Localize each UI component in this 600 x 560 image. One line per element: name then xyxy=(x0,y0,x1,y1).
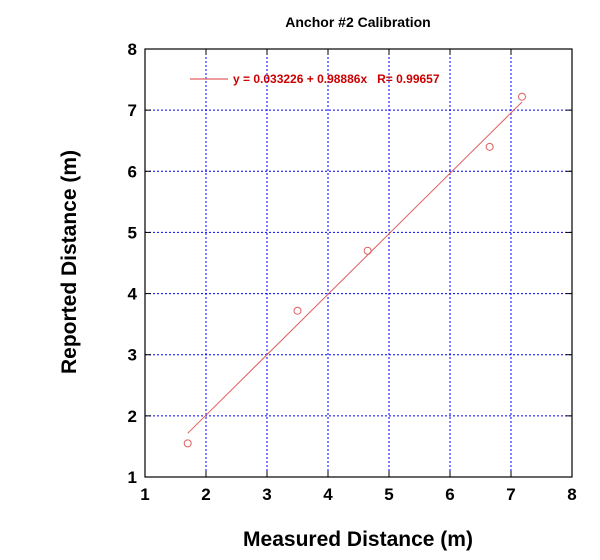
chart-title: Anchor #2 Calibration xyxy=(285,14,430,30)
x-tick-label: 5 xyxy=(384,485,393,504)
data-point xyxy=(485,142,494,151)
x-tick-label: 4 xyxy=(323,485,333,504)
x-tick-label: 7 xyxy=(506,485,515,504)
y-tick-label: 5 xyxy=(128,223,137,242)
data-point xyxy=(363,246,372,255)
x-tick-label: 6 xyxy=(445,485,454,504)
y-tick-label: 1 xyxy=(128,468,137,487)
x-tick-label: 8 xyxy=(567,485,576,504)
x-axis-label: Measured Distance (m) xyxy=(243,528,473,551)
legend: y = 0.033226 + 0.98886x R= 0.99657 xyxy=(190,72,440,86)
data-point xyxy=(293,306,302,315)
y-tick-label: 7 xyxy=(128,101,137,120)
data-point xyxy=(183,439,192,448)
data-point xyxy=(517,92,526,101)
x-tick-label: 2 xyxy=(201,485,210,504)
plot-frame xyxy=(144,48,573,478)
y-tick-label: 3 xyxy=(128,346,137,365)
fit-line xyxy=(187,101,523,434)
y-tick-label: 6 xyxy=(128,162,137,181)
y-tick-label: 8 xyxy=(128,40,137,59)
plot-series xyxy=(183,92,526,448)
x-tick-label: 1 xyxy=(140,485,149,504)
grid xyxy=(145,49,572,477)
legend-fit-label: y = 0.033226 + 0.98886x R= 0.99657 xyxy=(233,72,440,86)
y-axis-label: Reported Distance (m) xyxy=(58,150,81,374)
y-tick-label: 4 xyxy=(128,285,138,304)
x-tick-label: 3 xyxy=(262,485,271,504)
axes: 1 2 3 4 5 6 7 8 1 2 3 4 5 6 7 8 xyxy=(128,40,577,504)
y-tick-label: 2 xyxy=(128,407,137,426)
